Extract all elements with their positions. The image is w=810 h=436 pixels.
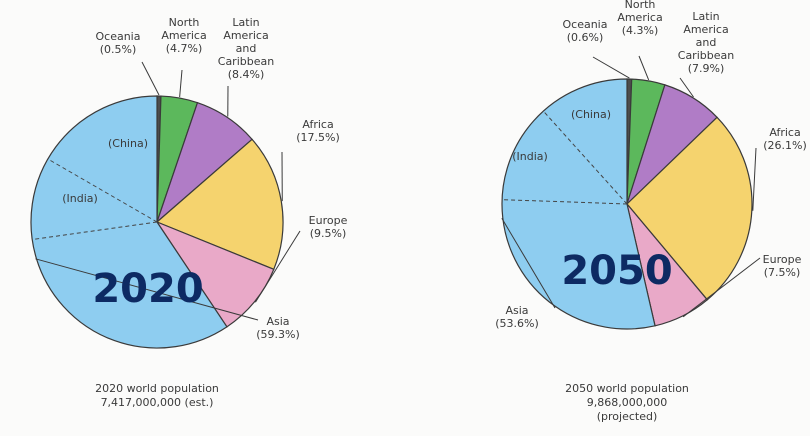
caption-line: 9,868,000,000 bbox=[587, 396, 667, 409]
leader-line-africa bbox=[752, 147, 757, 211]
china-divider-line bbox=[47, 158, 158, 223]
leader-line-north-america bbox=[638, 55, 650, 81]
year-title: 2050 bbox=[561, 248, 672, 294]
slice-label-asia: Asia (59.3%) bbox=[256, 315, 300, 341]
slice-label-africa: Africa (26.1%) bbox=[763, 126, 807, 152]
caption-line: 7,417,000,000 (est.) bbox=[101, 396, 214, 409]
pie-slice-asia bbox=[30, 95, 228, 349]
india-divider-line bbox=[32, 221, 158, 241]
slice-label-oceania: Oceania (0.5%) bbox=[96, 30, 141, 56]
slice-label-latin-america-and-caribbean: Latin America and Caribbean (8.4%) bbox=[218, 16, 274, 81]
slice-label-oceania: Oceania (0.6%) bbox=[563, 18, 608, 44]
slice-label-africa: Africa (17.5%) bbox=[296, 118, 340, 144]
leader-line-north-america bbox=[179, 69, 183, 98]
india-sublabel: (India) bbox=[512, 150, 548, 163]
slice-label-north-america: North America (4.3%) bbox=[617, 0, 662, 37]
slice-label-europe: Europe (9.5%) bbox=[309, 214, 348, 240]
caption-line: 2020 world population bbox=[95, 382, 219, 395]
slice-label-latin-america-and-caribbean: Latin America and Caribbean (7.9%) bbox=[678, 10, 734, 75]
leader-line-latin-america-and-caribbean bbox=[679, 77, 694, 98]
slice-label-north-america: North America (4.7%) bbox=[161, 16, 206, 55]
leader-line-oceania bbox=[592, 56, 630, 79]
china-sublabel: (China) bbox=[571, 108, 611, 121]
year-title: 2020 bbox=[92, 266, 203, 312]
china-sublabel: (China) bbox=[108, 137, 148, 150]
pie-slice-africa bbox=[155, 138, 284, 271]
leader-line-asia bbox=[501, 217, 556, 309]
leader-line-asia bbox=[35, 258, 259, 321]
slice-label-europe: Europe (7.5%) bbox=[763, 253, 802, 279]
pie-slice-asia bbox=[501, 78, 656, 330]
caption-line: (projected) bbox=[597, 410, 658, 423]
pie-chart-2050: (China) (India) Oceania (0.6%) North America(… bbox=[495, 0, 807, 423]
leader-line-europe bbox=[255, 230, 301, 303]
pie-slice-europe bbox=[155, 220, 275, 328]
india-sublabel: (India) bbox=[62, 192, 98, 205]
pie-chart-2020: (China) (India) Oceania (0.5%) North America(… bbox=[30, 16, 348, 409]
leader-line-oceania bbox=[141, 61, 160, 96]
slice-label-asia: Asia (53.6%) bbox=[495, 304, 539, 330]
caption-line: 2050 world population bbox=[565, 382, 689, 395]
pie-slice-africa bbox=[626, 116, 753, 301]
leader-line-europe bbox=[682, 257, 761, 318]
